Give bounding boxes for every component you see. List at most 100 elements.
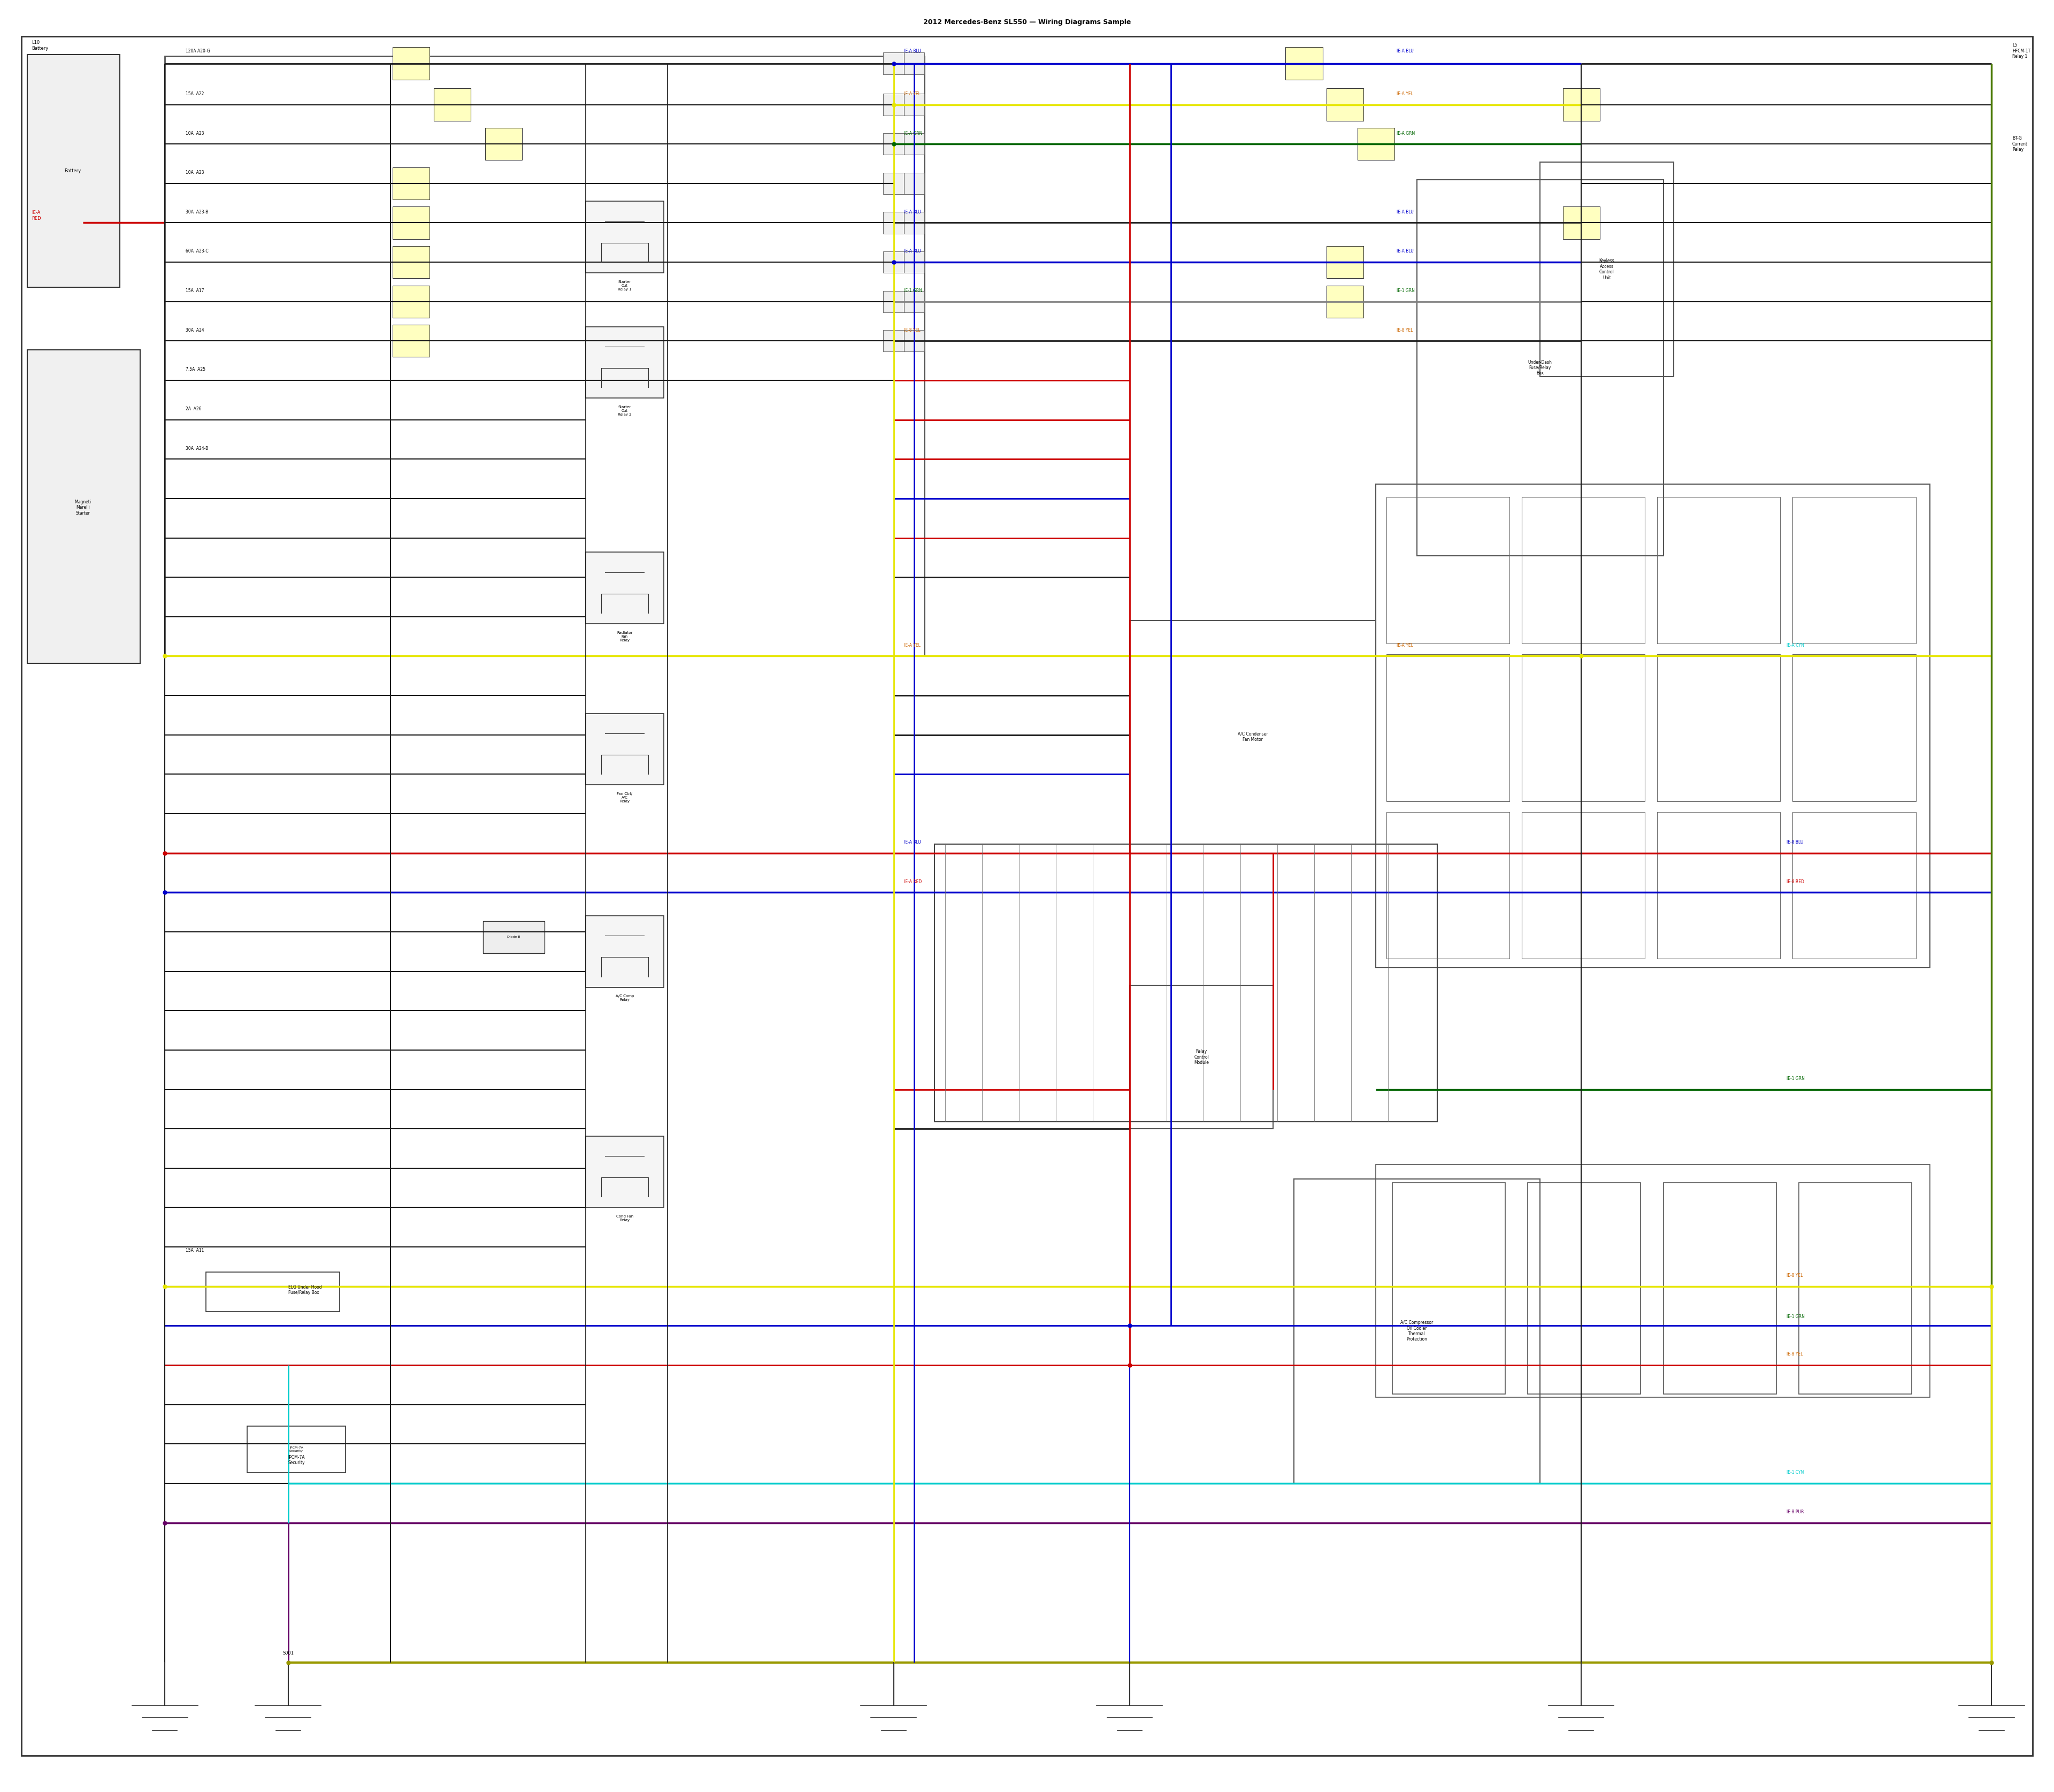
Bar bbox=[392, 246, 429, 278]
Bar bbox=[883, 52, 904, 73]
Text: IE-A BLU: IE-A BLU bbox=[904, 48, 920, 54]
Text: IE-A GRN: IE-A GRN bbox=[1397, 131, 1415, 136]
Bar bbox=[1376, 484, 1931, 968]
Text: 10A  A23: 10A A23 bbox=[185, 131, 203, 136]
Bar bbox=[904, 93, 924, 115]
Bar bbox=[392, 167, 429, 199]
Bar bbox=[883, 290, 904, 312]
Text: IE-A YEL: IE-A YEL bbox=[904, 643, 920, 647]
Text: 30A  A24: 30A A24 bbox=[185, 328, 203, 333]
Text: Radiator
Fan
Relay: Radiator Fan Relay bbox=[616, 631, 633, 642]
Bar bbox=[935, 844, 1438, 1122]
Text: IE-A GRN: IE-A GRN bbox=[904, 131, 922, 136]
Text: A/C Comp
Relay: A/C Comp Relay bbox=[616, 995, 635, 1002]
Text: IE-A BLU: IE-A BLU bbox=[1397, 210, 1413, 215]
Text: Relay
Control
Module: Relay Control Module bbox=[1193, 1048, 1210, 1064]
Bar bbox=[585, 916, 663, 987]
Bar bbox=[883, 211, 904, 233]
Text: Starter
Cut
Relay 2: Starter Cut Relay 2 bbox=[618, 405, 631, 416]
Text: A/C Condenser
Fan Motor: A/C Condenser Fan Motor bbox=[1239, 731, 1267, 742]
Text: ELG Under Hood
Fuse/Relay Box: ELG Under Hood Fuse/Relay Box bbox=[288, 1285, 322, 1296]
Text: Fan Ctrl/
A/C
Relay: Fan Ctrl/ A/C Relay bbox=[616, 792, 633, 803]
Text: Magneti
Marelli
Starter: Magneti Marelli Starter bbox=[74, 500, 90, 516]
Text: IE-8 YEL: IE-8 YEL bbox=[1397, 328, 1413, 333]
Bar bbox=[392, 324, 429, 357]
Text: IE-8 PUR: IE-8 PUR bbox=[1787, 1509, 1803, 1514]
Bar bbox=[485, 127, 522, 159]
Text: IE-A BLU: IE-A BLU bbox=[1397, 249, 1413, 254]
Bar bbox=[904, 172, 924, 194]
Bar bbox=[1522, 812, 1645, 959]
Text: Diode B: Diode B bbox=[507, 935, 520, 939]
Bar bbox=[1563, 88, 1600, 120]
Text: 2012 Mercedes-Benz SL550 — Wiring Diagrams Sample: 2012 Mercedes-Benz SL550 — Wiring Diagra… bbox=[922, 18, 1132, 25]
Bar bbox=[392, 206, 429, 238]
Text: 15A  A11: 15A A11 bbox=[185, 1247, 203, 1253]
Bar bbox=[1417, 179, 1664, 556]
Text: 30A  A24-B: 30A A24-B bbox=[185, 446, 207, 452]
Text: IE-A RED: IE-A RED bbox=[904, 880, 922, 883]
Bar bbox=[246, 1426, 345, 1473]
Bar bbox=[164, 56, 924, 656]
Bar bbox=[585, 552, 663, 624]
Text: 30A  A23-B: 30A A23-B bbox=[185, 210, 207, 215]
Bar bbox=[1358, 127, 1395, 159]
Bar bbox=[904, 133, 924, 154]
Bar bbox=[1376, 1165, 1931, 1398]
Bar bbox=[1386, 654, 1510, 801]
Text: IE-A YEL: IE-A YEL bbox=[1397, 91, 1413, 97]
Text: 15A  A17: 15A A17 bbox=[185, 289, 203, 294]
Bar bbox=[1658, 812, 1781, 959]
Text: IE-8 YEL: IE-8 YEL bbox=[1787, 1351, 1803, 1357]
Bar bbox=[883, 133, 904, 154]
Bar bbox=[1793, 496, 1916, 643]
Text: IE-8 YEL: IE-8 YEL bbox=[1787, 1272, 1803, 1278]
Bar bbox=[904, 211, 924, 233]
Text: Starter
Cut
Relay 1: Starter Cut Relay 1 bbox=[618, 280, 631, 290]
Bar bbox=[1386, 496, 1510, 643]
Bar bbox=[1563, 206, 1600, 238]
Text: 10A  A23: 10A A23 bbox=[185, 170, 203, 176]
Text: IE-A BLU: IE-A BLU bbox=[1397, 48, 1413, 54]
Bar bbox=[1522, 496, 1645, 643]
Text: Cond Fan
Relay: Cond Fan Relay bbox=[616, 1215, 633, 1222]
Bar bbox=[585, 201, 663, 272]
Bar bbox=[585, 713, 663, 785]
Bar bbox=[904, 52, 924, 73]
Bar bbox=[205, 1272, 339, 1312]
Bar bbox=[1130, 986, 1273, 1129]
Text: Under-Dash
Fuse/Relay
Box: Under-Dash Fuse/Relay Box bbox=[1528, 360, 1553, 376]
Bar bbox=[27, 349, 140, 663]
Text: IE-8 YEL: IE-8 YEL bbox=[904, 328, 920, 333]
Text: IE-A
RED: IE-A RED bbox=[31, 210, 41, 220]
Bar bbox=[1799, 1183, 1912, 1394]
Text: IE-1 GRN: IE-1 GRN bbox=[904, 289, 922, 294]
Bar bbox=[483, 921, 544, 953]
Bar bbox=[904, 290, 924, 312]
Text: IE-A BLU: IE-A BLU bbox=[904, 249, 920, 254]
Text: IE-1 GRN: IE-1 GRN bbox=[1397, 289, 1415, 294]
Bar bbox=[1327, 285, 1364, 317]
Bar bbox=[904, 330, 924, 351]
Bar bbox=[883, 251, 904, 272]
Bar bbox=[883, 93, 904, 115]
Text: Keyless
Access
Control
Unit: Keyless Access Control Unit bbox=[1600, 258, 1614, 280]
Text: Battery: Battery bbox=[64, 168, 80, 174]
Bar bbox=[1658, 654, 1781, 801]
Bar bbox=[1327, 246, 1364, 278]
Bar bbox=[392, 285, 429, 317]
Bar bbox=[433, 88, 470, 120]
Bar bbox=[1393, 1183, 1506, 1394]
Bar bbox=[1658, 496, 1781, 643]
Text: S001: S001 bbox=[283, 1650, 294, 1656]
Text: IE-A BLU: IE-A BLU bbox=[904, 210, 920, 215]
Text: 2A  A26: 2A A26 bbox=[185, 407, 201, 412]
Text: IE-1 GRN: IE-1 GRN bbox=[1787, 1314, 1805, 1319]
Text: IE-8 RED: IE-8 RED bbox=[1787, 880, 1803, 883]
Bar bbox=[392, 47, 429, 79]
Text: 7.5A  A25: 7.5A A25 bbox=[185, 367, 205, 373]
Bar bbox=[585, 326, 663, 398]
Bar bbox=[585, 1136, 663, 1208]
Text: 120A A20-G: 120A A20-G bbox=[185, 48, 210, 54]
Text: L5
HFCM-1T
Relay 1: L5 HFCM-1T Relay 1 bbox=[2013, 43, 2031, 59]
